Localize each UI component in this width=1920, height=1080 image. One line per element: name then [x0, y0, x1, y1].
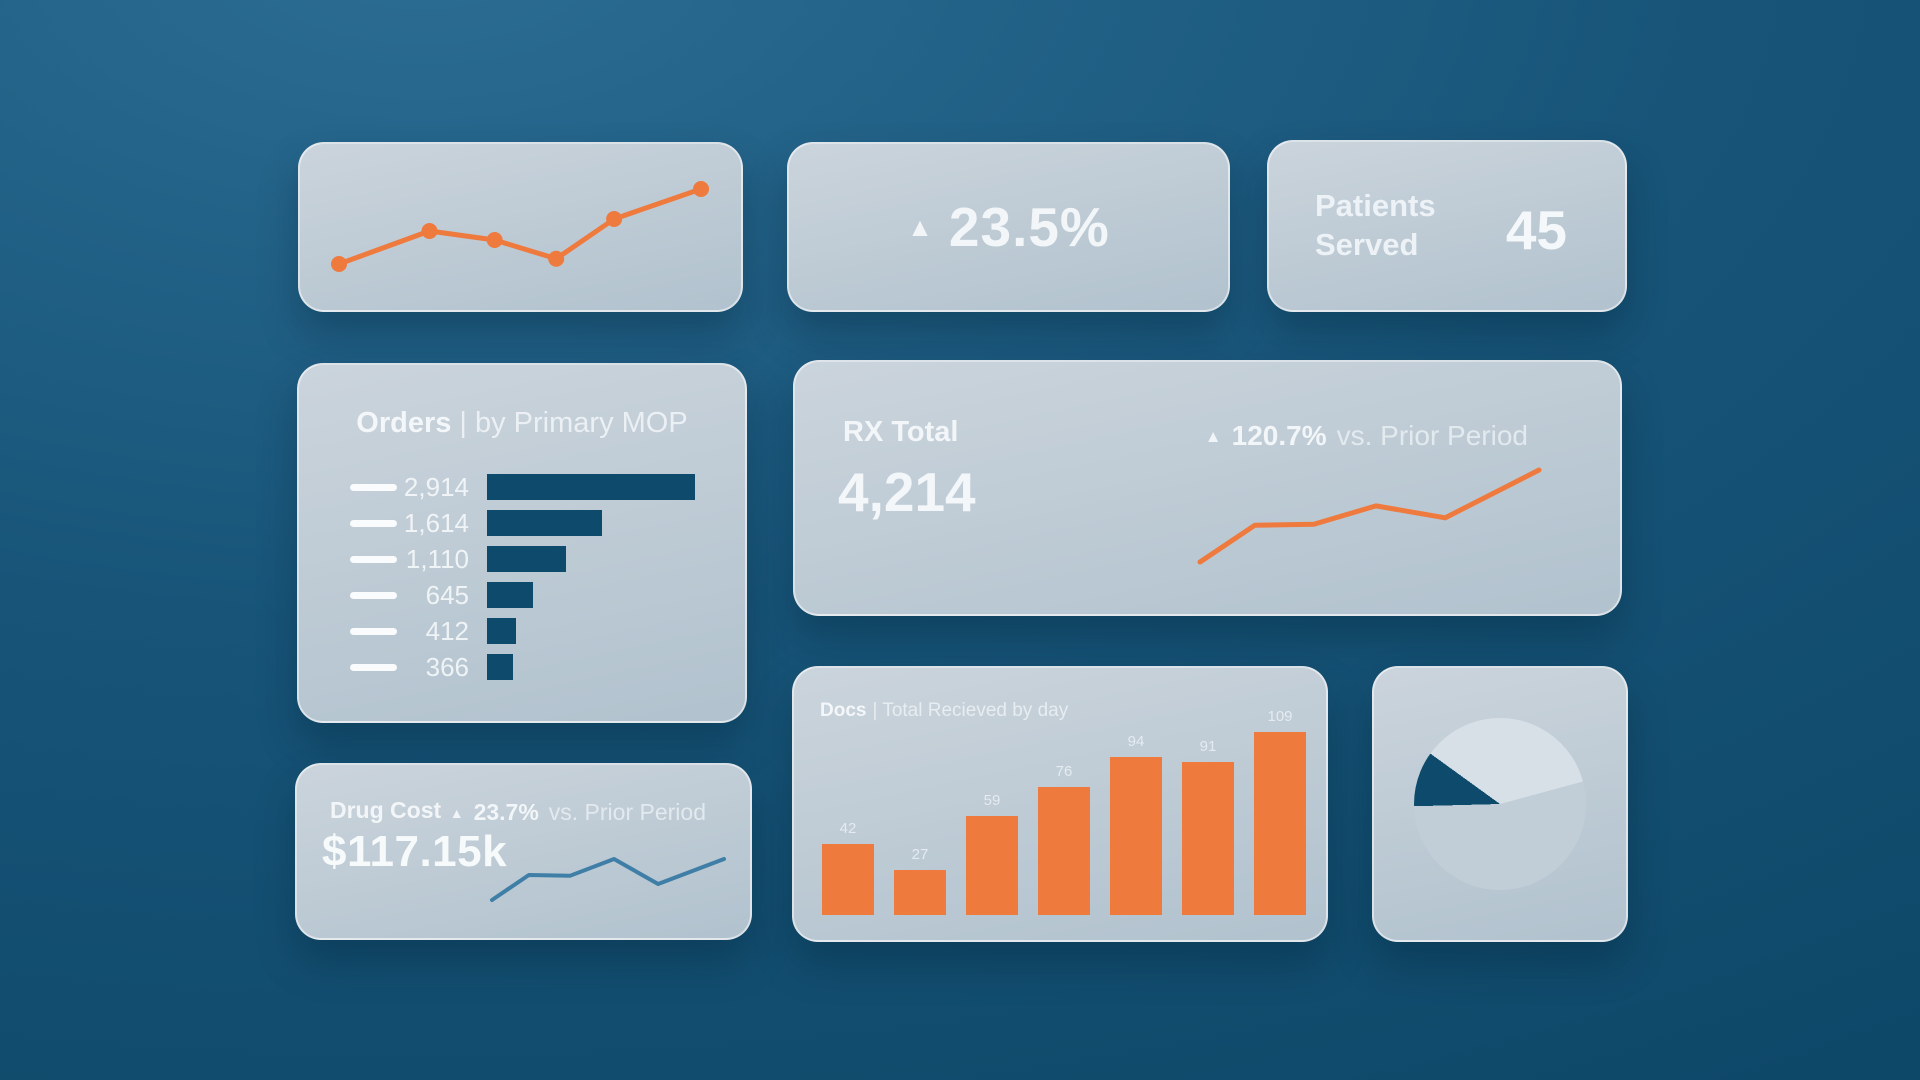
orders-value-label: 645: [425, 579, 469, 610]
legend-dash-icon: [350, 483, 397, 491]
orders-bar: [487, 474, 695, 500]
docs-bar: 109: [1254, 708, 1306, 915]
legend-dash-icon: [350, 591, 397, 599]
drug-cost-delta: ▲ 23.7% vs. Prior Period: [450, 799, 706, 826]
up-triangle-icon: ▲: [907, 212, 933, 242]
rx-total-card[interactable]: RX Total 4,214 ▲ 120.7% vs. Prior Period: [793, 360, 1622, 616]
rx-delta-suffix: vs. Prior Period: [1336, 420, 1528, 451]
rx-delta-percent: 120.7%: [1231, 420, 1327, 451]
patients-served-label: Patients Served: [1315, 188, 1436, 262]
drug-cost-card[interactable]: Drug Cost ▲ 23.7% vs. Prior Period $117.…: [295, 763, 752, 940]
docs-bar-value-label: 59: [983, 792, 1001, 809]
docs-card[interactable]: Docs | Total Recieved by day 42 27 59 76 94 91…: [792, 666, 1328, 942]
drug-cost-trend-chart: [490, 857, 726, 902]
orders-row: 412: [350, 615, 725, 646]
drug-cost-value: $117.15k: [322, 827, 508, 876]
orders-bar: [487, 510, 602, 536]
drug-cost-delta-suffix: vs. Prior Period: [548, 799, 706, 825]
orders-row: 645: [350, 579, 725, 610]
legend-dash-icon: [350, 663, 397, 671]
rx-delta: ▲ 120.7% vs. Prior Period: [1205, 420, 1528, 452]
orders-bar-chart: 2,914 1,614 1,110 645 412 366: [350, 471, 725, 690]
orders-card-title: Orders | by Primary MOP: [299, 407, 745, 440]
docs-bar-value-label: 94: [1127, 733, 1145, 750]
docs-bar-chart: 42 27 59 76 94 91 109: [822, 708, 1306, 915]
pie-chart-card[interactable]: [1372, 666, 1628, 942]
orders-value-label: 1,614: [403, 507, 469, 538]
drug-cost-title: Drug Cost: [330, 797, 442, 823]
orders-value-label: 366: [425, 651, 469, 682]
docs-bar-value-label: 42: [839, 820, 857, 837]
growth-value: 23.5%: [948, 196, 1110, 258]
orders-bar: [487, 546, 566, 572]
docs-bar: 94: [1110, 733, 1162, 915]
orders-bar: [487, 618, 516, 644]
orders-title-bold: Orders: [356, 407, 452, 439]
orders-row: 1,110: [350, 543, 725, 574]
up-triangle-icon: ▲: [1204, 426, 1222, 446]
legend-dash-icon: [350, 519, 397, 527]
growth-metric: ▲ 23.5%: [907, 195, 1110, 259]
orders-row: 2,914: [350, 471, 725, 502]
orders-bar: [487, 654, 513, 680]
rx-trend-chart: [1197, 467, 1542, 565]
orders-row: 1,614: [350, 507, 725, 538]
legend-dash-icon: [350, 555, 397, 563]
trend-sparkline-card[interactable]: [298, 142, 743, 312]
orders-value-label: 412: [425, 615, 469, 646]
docs-bar-value-label: 91: [1199, 738, 1217, 755]
legend-dash-icon: [350, 627, 397, 635]
rx-total-value: 4,214: [838, 461, 976, 523]
growth-metric-card[interactable]: ▲ 23.5%: [787, 142, 1230, 312]
orders-title-subtitle: | by Primary MOP: [459, 407, 688, 439]
patients-served-value: 45: [1505, 199, 1567, 261]
pie-chart: [1414, 718, 1586, 890]
up-triangle-icon: ▲: [449, 804, 464, 821]
docs-title-subtitle: | Total Recieved by day: [872, 700, 1069, 721]
orders-row: 366: [350, 651, 725, 682]
docs-bar: 91: [1182, 738, 1234, 915]
docs-bar: 76: [1038, 763, 1090, 915]
docs-bar-value-label: 27: [911, 846, 929, 863]
patients-served-card[interactable]: Patients Served 45: [1267, 140, 1627, 312]
docs-bar: 42: [822, 820, 874, 915]
docs-title-bold: Docs: [820, 700, 867, 721]
docs-card-title: Docs | Total Recieved by day: [820, 700, 1068, 722]
orders-card[interactable]: Orders | by Primary MOP 2,914 1,614 1,110 64…: [297, 363, 747, 723]
docs-bar: 27: [894, 846, 946, 915]
rx-total-title: RX Total: [843, 416, 959, 448]
orders-value-label: 2,914: [403, 471, 469, 502]
trend-sparkline-chart: [331, 181, 709, 272]
orders-value-label: 1,110: [405, 543, 469, 574]
docs-bar-value-label: 109: [1267, 708, 1293, 725]
docs-bar-value-label: 76: [1055, 763, 1073, 780]
orders-bar: [487, 582, 533, 608]
docs-bar: 59: [966, 792, 1018, 915]
drug-cost-delta-percent: 23.7%: [473, 799, 539, 825]
